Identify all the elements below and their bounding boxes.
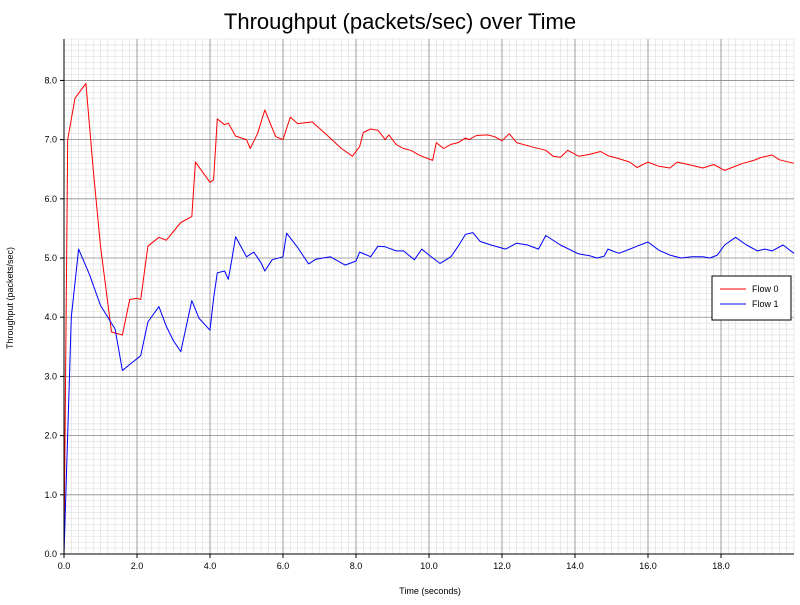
legend-label-flow-0: Flow 0 bbox=[752, 284, 779, 294]
series-line-flow-0 bbox=[63, 82, 795, 555]
chart-title: Throughput (packets/sec) over Time bbox=[224, 9, 576, 34]
x-tick-label: 4.0 bbox=[204, 561, 217, 571]
y-tick-label: 5.0 bbox=[44, 253, 57, 263]
y-tick-label: 3.0 bbox=[44, 371, 57, 381]
y-axis-ticks: 0.0 1.0 2.0 3.0 4.0 5.0 6.0 7.0 8.0 bbox=[44, 75, 64, 559]
y-tick-label: 6.0 bbox=[44, 194, 57, 204]
y-tick-label: 0.0 bbox=[44, 549, 57, 559]
y-tick-label: 1.0 bbox=[44, 490, 57, 500]
x-axis-ticks: 0.0 2.0 4.0 6.0 8.0 10.0 12.0 14.0 16.0 18.0 bbox=[58, 554, 730, 571]
legend-box bbox=[711, 275, 792, 321]
x-tick-label: 18.0 bbox=[712, 561, 730, 571]
y-tick-label: 2.0 bbox=[44, 431, 57, 441]
x-tick-label: 10.0 bbox=[420, 561, 438, 571]
y-tick-label: 4.0 bbox=[44, 312, 57, 322]
legend: Flow 0 Flow 1 bbox=[711, 275, 792, 321]
legend-label-flow-1: Flow 1 bbox=[752, 299, 779, 309]
x-tick-label: 0.0 bbox=[58, 561, 71, 571]
y-axis-label: Throughput (packets/sec) bbox=[5, 247, 15, 349]
series-line-flow-1 bbox=[63, 232, 795, 555]
y-tick-label: 7.0 bbox=[44, 135, 57, 145]
x-axis-label: Time (seconds) bbox=[399, 586, 461, 596]
x-tick-label: 6.0 bbox=[277, 561, 290, 571]
x-tick-label: 8.0 bbox=[350, 561, 363, 571]
series-layer bbox=[63, 82, 795, 555]
y-tick-label: 8.0 bbox=[44, 75, 57, 85]
x-tick-label: 16.0 bbox=[639, 561, 657, 571]
x-tick-label: 2.0 bbox=[131, 561, 144, 571]
x-tick-label: 12.0 bbox=[493, 561, 511, 571]
x-tick-label: 14.0 bbox=[566, 561, 584, 571]
